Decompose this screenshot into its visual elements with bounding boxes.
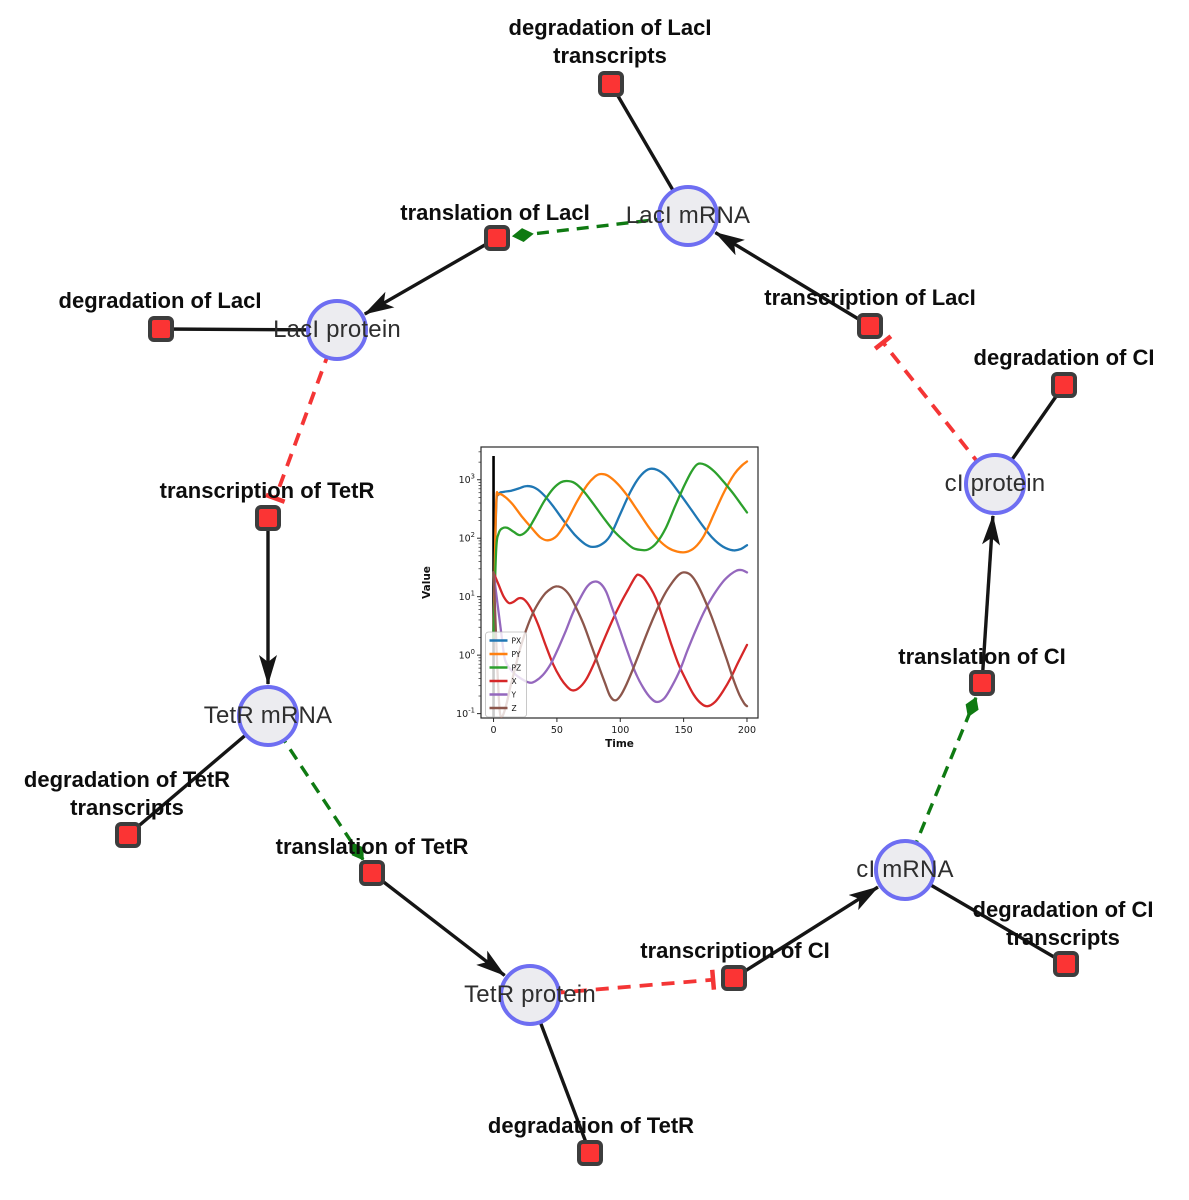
edge-production-transl_ci-to-ci_protein (980, 514, 1001, 684)
reaction-label-line: degradation of TetR (487, 1113, 695, 1138)
x-tick-label: 50 (551, 725, 563, 736)
reaction-label-transc_laci: transcription of LacI (764, 284, 975, 312)
reaction-node-deg_laci[interactable] (148, 316, 174, 342)
species-node-ci_mrna[interactable] (874, 839, 936, 901)
reaction-label-line: transcripts (1006, 925, 1120, 950)
reaction-node-deg_ci[interactable] (1051, 372, 1077, 398)
reaction-label-deg_tetr_tx: degradation of TetR transcripts (24, 766, 230, 822)
x-tick-label: 150 (675, 725, 693, 736)
edge-production-transl_laci-to-laci_protein (363, 236, 498, 316)
reaction-label-line: degradation of CI (972, 897, 1154, 922)
plot-axes-box (480, 446, 759, 719)
series-line-PY (492, 460, 749, 639)
y-axis-label: Value (421, 566, 433, 599)
reaction-node-transl_laci[interactable] (484, 225, 510, 251)
reaction-node-deg_ci_tx[interactable] (1053, 951, 1079, 977)
legend-entry-Z: Z (512, 704, 517, 713)
reaction-label-deg_ci_tx: degradation of CI transcripts (973, 896, 1154, 952)
timeseries-plot: 0 50 100 150 200 10-1 100 101 102 103 Time Value PX P… (421, 446, 759, 750)
species-node-ci_protein[interactable] (964, 453, 1026, 515)
species-label-tetr_mrna: TetR mRNA (203, 702, 333, 729)
reaction-label-line: degradation of CI (973, 345, 1155, 370)
reaction-label-transl_laci: translation of LacI (400, 199, 589, 227)
reaction-label-line: translation of TetR (275, 834, 469, 859)
legend-entry-X: X (512, 677, 517, 686)
reaction-label-line: translation of CI (898, 644, 1066, 669)
reaction-label-line: transcription of TetR (159, 478, 375, 503)
edge-production-transc_ci-to-ci_mrna (733, 885, 879, 980)
species-node-laci_protein[interactable] (306, 299, 368, 361)
legend-entry-PZ: PZ (512, 663, 522, 672)
reaction-label-line: degradation of LacI (508, 15, 712, 40)
y-tick-label: 100 (459, 648, 475, 662)
series-line-Y (492, 568, 749, 704)
x-tick-label: 200 (738, 725, 756, 736)
reaction-label-line: transcription of CI (640, 938, 830, 963)
y-tick-label: 102 (459, 531, 475, 545)
y-tick-label: 10-1 (456, 707, 475, 721)
series-line-PZ (492, 462, 749, 639)
reaction-label-line: translation of LacI (400, 200, 590, 225)
edge-production-transl_tetr-to-tetr_protein (370, 871, 506, 977)
legend-entry-Y: Y (511, 690, 517, 699)
species-label-tetr_protein: TetR protein (464, 981, 596, 1008)
reaction-label-line: degradation of TetR (23, 767, 231, 792)
species-label-ci_mrna: cI mRNA (856, 856, 954, 883)
species-node-laci_mrna[interactable] (657, 185, 719, 247)
reaction-node-deg_laci_tx[interactable] (598, 71, 624, 97)
species-label-ci_protein: cI protein (944, 470, 1046, 497)
series-line-X (492, 571, 749, 708)
edge-production-transc_laci-to-laci_mrna (714, 231, 871, 328)
reaction-node-transc_ci[interactable] (721, 965, 747, 991)
reaction-label-transl_tetr: translation of TetR (276, 833, 469, 861)
species-node-tetr_mrna[interactable] (237, 685, 299, 747)
series-line-Z (492, 571, 749, 718)
x-tick-label: 100 (611, 725, 629, 736)
reaction-label-line: transcription of LacI (764, 285, 976, 310)
y-tick-label: 101 (459, 590, 475, 604)
reaction-label-line: degradation of LacI (58, 288, 262, 313)
reaction-label-transc_ci: transcription of CI (640, 937, 829, 965)
reaction-node-transl_tetr[interactable] (359, 860, 385, 886)
reaction-label-transl_ci: translation of CI (898, 643, 1065, 671)
x-axis-label: Time (605, 738, 634, 750)
reaction-label-deg_ci: degradation of CI (974, 344, 1155, 372)
reaction-node-deg_tetr_tx[interactable] (115, 822, 141, 848)
x-tick-label: 0 (491, 725, 497, 736)
reaction-node-deg_tetr[interactable] (577, 1140, 603, 1166)
reaction-label-line: transcripts (553, 43, 667, 68)
reaction-label-line: transcripts (70, 795, 184, 820)
reaction-node-transc_laci[interactable] (857, 313, 883, 339)
y-tick-label: 103 (459, 473, 475, 487)
edge-plain-ci_mrna-to-deg_ci_tx (904, 868, 1067, 966)
species-label-laci_protein: LacI protein (273, 316, 401, 343)
species-node-tetr_protein[interactable] (499, 964, 561, 1026)
reaction-label-transc_tetr: transcription of TetR (160, 477, 375, 505)
reaction-node-transl_ci[interactable] (969, 670, 995, 696)
legend-entry-PY: PY (512, 650, 521, 659)
reaction-label-deg_tetr: degradation of TetR (488, 1112, 694, 1140)
reaction-node-transc_tetr[interactable] (255, 505, 281, 531)
reaction-label-deg_laci: degradation of LacI (59, 287, 262, 315)
legend-entry-PX: PX (512, 636, 522, 645)
species-label-laci_mrna: LacI mRNA (625, 202, 751, 229)
series-line-PX (492, 467, 749, 639)
reaction-label-deg_laci_tx: degradation of LacI transcripts (509, 14, 712, 70)
